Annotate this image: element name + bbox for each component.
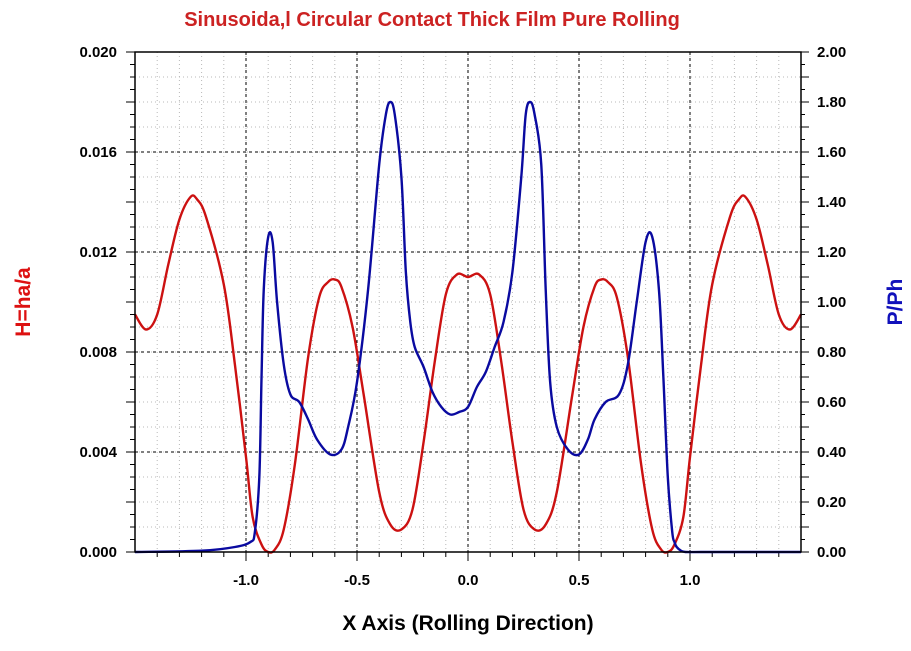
chart-title: Sinusoida,l Circular Contact Thick Film … [184,9,680,31]
tick-labels: -1.0 -0.5 0.0 0.5 1.0 0.000 0.004 0.008 0.012 0.0… [79,44,846,589]
x-tick-label: 0.0 [458,572,479,589]
y-left-tick-label: 0.000 [79,544,117,561]
y-left-axis-label: H=ha/a [12,267,35,337]
y-left-tick-label: 0.008 [79,344,117,361]
y-left-tick-label: 0.016 [79,144,117,161]
y-right-tick-label: 1.20 [817,244,846,261]
y-left-tick-label: 0.004 [79,444,117,461]
y-right-tick-label: 0.00 [817,544,846,561]
x-axis-label: X Axis (Rolling Direction) [342,612,593,635]
y-right-tick-label: 2.00 [817,44,846,61]
y-right-tick-label: 1.60 [817,144,846,161]
film-thickness-line [133,194,803,554]
x-tick-label: -1.0 [233,572,259,589]
y-right-tick-label: 1.40 [817,194,846,211]
y-right-tick-label: 0.20 [817,494,846,511]
x-tick-label: 0.5 [569,572,590,589]
y-left-tick-label: 0.012 [79,244,117,261]
y-right-tick-label: 0.60 [817,394,846,411]
x-tick-label: 1.0 [680,572,701,589]
series-layer [133,100,803,554]
y-right-tick-label: 0.40 [817,444,846,461]
y-right-tick-label: 1.00 [817,294,846,311]
y-right-tick-label: 0.80 [817,344,846,361]
y-right-axis-label: P/Ph [884,279,907,326]
grid [135,51,801,553]
pressure-line [134,100,801,554]
plot-frame [134,51,802,553]
y-left-tick-label: 0.020 [79,44,117,61]
x-tick-label: -0.5 [344,572,370,589]
y-right-tick-label: 1.80 [817,94,846,111]
